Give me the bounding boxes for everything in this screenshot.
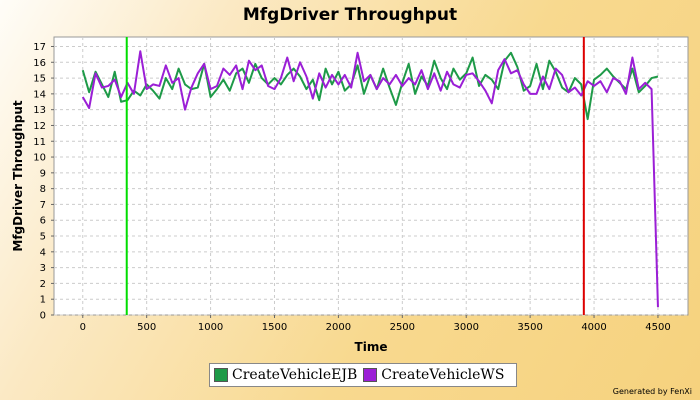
y-tick-label: 0 xyxy=(40,311,46,322)
x-tick-label: 3000 xyxy=(454,322,479,333)
legend-item-ws[interactable]: CreateVehicleWS xyxy=(363,367,504,383)
legend-label-ejb: CreateVehicleEJB xyxy=(232,367,358,383)
x-tick-label: 2500 xyxy=(390,322,415,333)
y-tick-label: 15 xyxy=(33,74,46,85)
x-axis-label: Time xyxy=(355,340,388,354)
series-line-ws xyxy=(81,50,659,308)
legend-label-ws: CreateVehicleWS xyxy=(381,367,505,383)
legend-item-ejb[interactable]: CreateVehicleEJB xyxy=(214,367,357,383)
x-tick-label: 2000 xyxy=(326,322,351,333)
legend-swatch-ws xyxy=(363,368,378,382)
y-tick-label: 2 xyxy=(40,279,46,290)
chart-title: MfgDriver Throughput xyxy=(242,5,458,25)
x-tick-label: 1000 xyxy=(198,322,223,333)
y-tick-label: 11 xyxy=(33,137,46,148)
y-tick-label: 12 xyxy=(33,121,46,132)
y-tick-label: 6 xyxy=(40,216,46,227)
y-tick-label: 7 xyxy=(40,200,46,211)
x-tick-label: 4500 xyxy=(645,322,670,333)
y-tick-label: 13 xyxy=(33,105,46,116)
x-tick-label: 500 xyxy=(137,322,156,333)
legend: CreateVehicleEJB CreateVehicleWS xyxy=(209,363,518,387)
y-tick-label: 1 xyxy=(40,295,46,306)
y-tick-label: 9 xyxy=(40,168,46,179)
y-tick-label: 3 xyxy=(40,263,46,274)
y-tick-label: 8 xyxy=(40,184,46,195)
legend-swatch-ejb xyxy=(214,368,228,382)
y-tick-label: 14 xyxy=(33,89,46,100)
y-tick-label: 17 xyxy=(33,42,46,53)
y-tick-label: 4 xyxy=(40,247,46,258)
x-tick-label: 4000 xyxy=(581,322,606,333)
y-tick-label: 5 xyxy=(40,232,46,243)
y-tick-label: 10 xyxy=(33,153,46,164)
y-axis-label: MfgDriver Throughput xyxy=(11,100,25,252)
generated-by-label: Generated by FenXi xyxy=(612,387,692,396)
y-tick-label: 16 xyxy=(33,58,46,69)
x-tick-label: 3500 xyxy=(517,322,542,333)
x-tick-label: 0 xyxy=(80,322,86,333)
x-tick-label: 1500 xyxy=(262,322,287,333)
